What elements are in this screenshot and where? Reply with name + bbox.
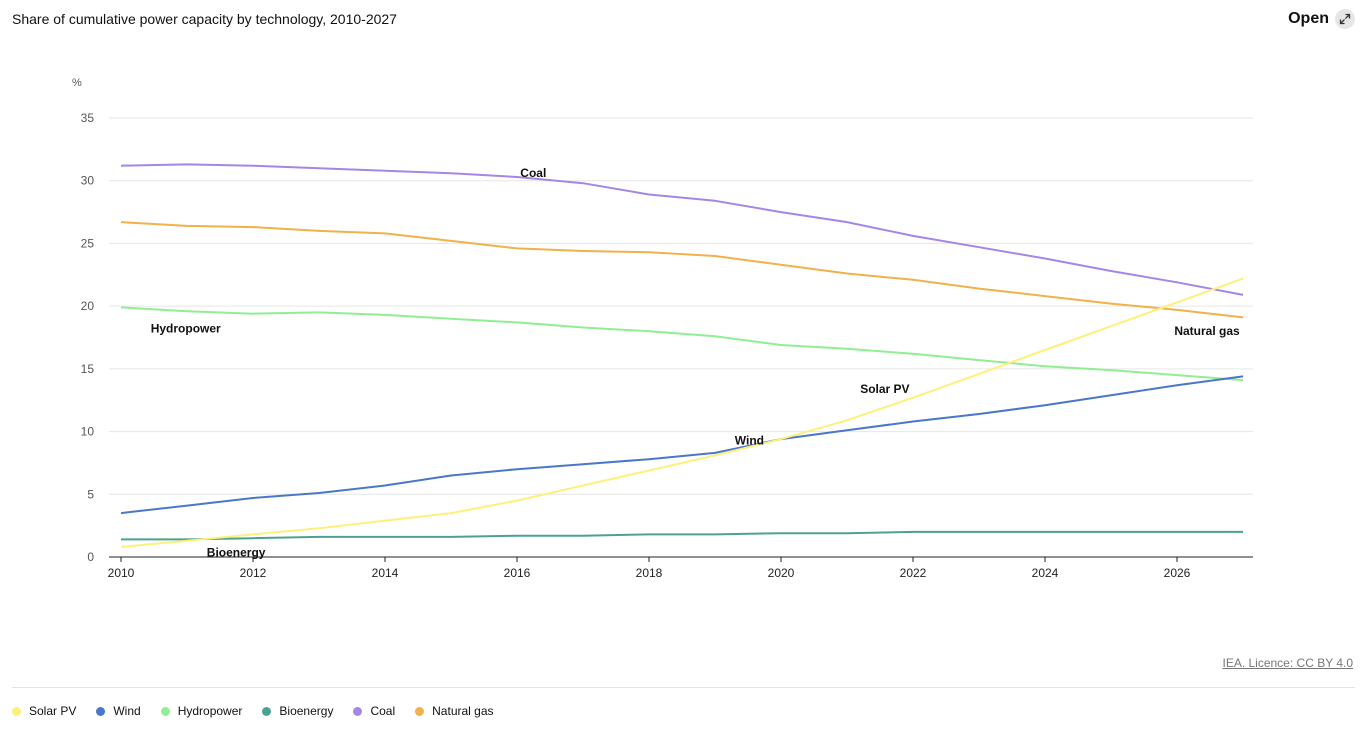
y-tick-label: 15 [81,362,95,376]
expand-icon [1335,9,1355,29]
series-label-coal: Coal [520,166,546,180]
x-tick-label: 2014 [372,566,399,580]
legend-divider [12,687,1355,688]
series-line-bioenergy [121,530,1243,541]
x-tick-label: 2024 [1032,566,1059,580]
x-tick-label: 2010 [108,566,135,580]
legend-label: Bioenergy [279,704,334,718]
series-label-hydropower: Hydropower [151,322,221,336]
x-tick-label: 2020 [768,566,795,580]
y-tick-label: 35 [81,111,95,125]
licence-link[interactable]: IEA. Licence: CC BY 4.0 [1222,656,1353,670]
legend-swatch [12,706,21,716]
x-tick-label: 2016 [504,566,531,580]
legend-swatch [353,706,363,716]
open-button-label: Open [1288,10,1329,27]
x-tick-label: 2012 [240,566,267,580]
series-line-solar-pv [120,277,1244,548]
legend-item-hydropower[interactable]: Hydropower [160,704,243,718]
series-line-wind [120,375,1244,515]
y-axis-unit-label: % [72,77,82,89]
legend-label: Solar PV [29,704,77,718]
y-tick-label: 30 [81,174,95,188]
series-line-hydropower [120,306,1244,382]
y-tick-label: 5 [87,487,94,501]
x-tick-label: 2026 [1164,566,1191,580]
legend-item-wind[interactable]: Wind [96,704,141,718]
y-tick-label: 10 [81,425,95,439]
legend-item-bioenergy[interactable]: Bioenergy [262,704,333,718]
legend-item-natural-gas[interactable]: Natural gas [415,704,494,718]
y-tick-label: 0 [87,550,94,564]
chart-legend: Solar PV Wind Hydropower Bioenergy Coal Natur… [12,704,494,718]
y-tick-label: 25 [81,236,95,250]
open-button[interactable]: Open [1288,9,1355,29]
legend-label: Coal [370,704,396,718]
legend-label: Wind [113,704,141,718]
x-tick-label: 2018 [636,566,663,580]
legend-swatch [160,706,170,716]
series-label-bioenergy: Bioenergy [207,546,266,560]
legend-swatch [415,706,425,716]
series-label-solar-pv: Solar PV [860,382,909,396]
legend-item-solar-pv[interactable]: Solar PV [12,704,76,718]
y-tick-label: 20 [81,299,95,313]
series-line-coal [120,163,1244,296]
series-label-wind: Wind [735,433,764,447]
legend-swatch [96,706,106,716]
legend-swatch [262,706,272,716]
legend-item-coal[interactable]: Coal [353,704,395,718]
legend-label: Hydropower [177,704,243,718]
chart-title: Share of cumulative power capacity by te… [12,11,397,27]
x-tick-label: 2022 [900,566,927,580]
series-line-natural-gas [120,221,1244,319]
legend-label: Natural gas [432,704,494,718]
series-label-natural-gas: Natural gas [1174,324,1240,338]
